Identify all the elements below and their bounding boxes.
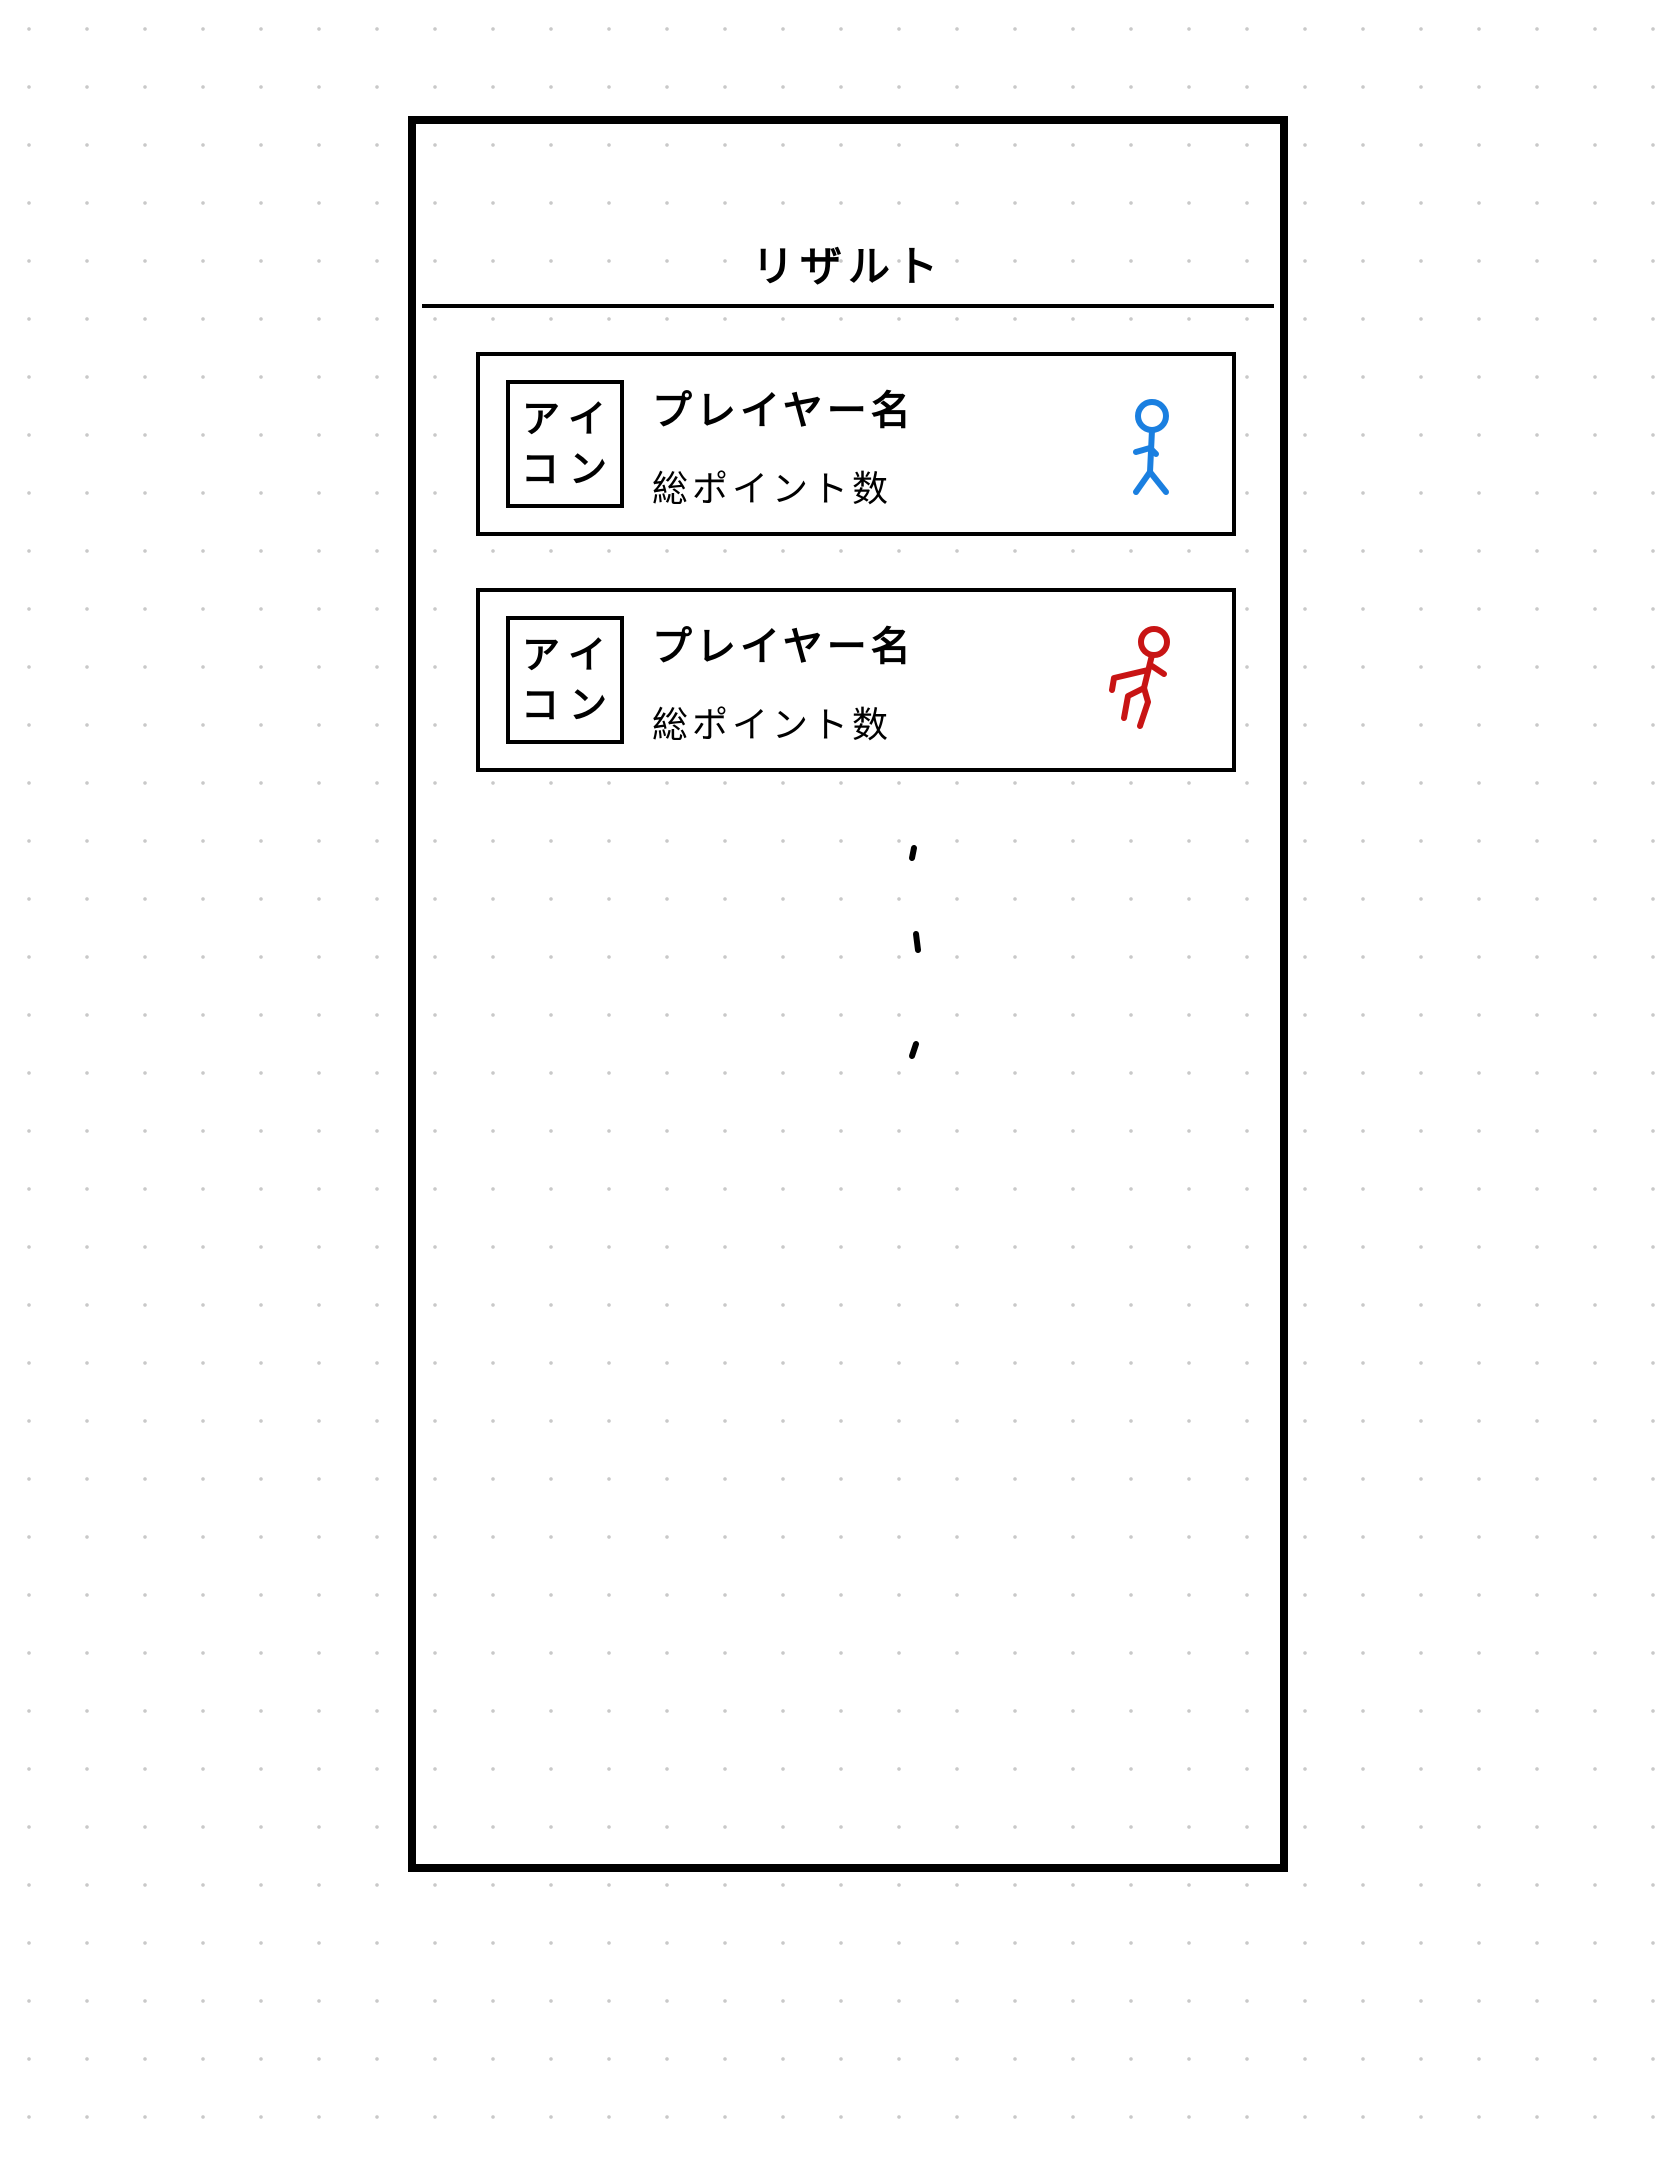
result-card[interactable]: アイコン プレイヤー名 総ポイント数	[476, 352, 1236, 536]
phone-frame: リザルト アイコン プレイヤー名 総ポイント数 アイコン プレイヤー名 総ポイン…	[408, 116, 1288, 1872]
standing-figure-icon	[1133, 399, 1169, 495]
total-points: 総ポイント数	[652, 469, 893, 510]
page-title: リザルト	[751, 242, 944, 291]
player-icon-placeholder: アイコン	[506, 380, 624, 508]
player-name: プレイヤー名	[652, 388, 915, 434]
running-figure-icon	[1109, 626, 1170, 729]
more-items-ellipsis	[909, 845, 921, 1059]
player-name: プレイヤー名	[652, 624, 915, 670]
header: リザルト	[422, 124, 1274, 308]
total-points: 総ポイント数	[652, 705, 893, 746]
player-icon-placeholder: アイコン	[506, 616, 624, 744]
result-card[interactable]: アイコン プレイヤー名 総ポイント数	[476, 588, 1236, 772]
